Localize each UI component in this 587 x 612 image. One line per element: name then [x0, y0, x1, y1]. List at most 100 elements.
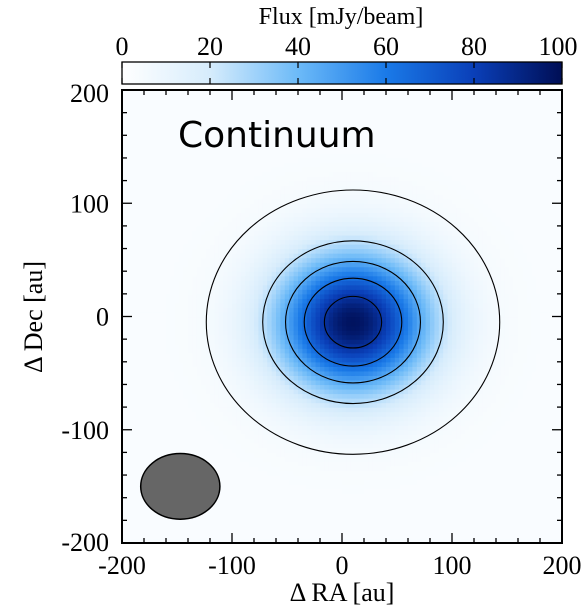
heatmap-cell: [284, 271, 290, 277]
heatmap-cell: [258, 511, 264, 517]
heatmap-cell: [223, 130, 229, 136]
heatmap-cell: [227, 370, 233, 376]
heatmap-cell: [324, 316, 330, 322]
heatmap-cell: [148, 207, 154, 213]
heatmap-cell: [245, 244, 251, 250]
heatmap-cell: [276, 411, 281, 417]
heatmap-cell: [223, 244, 229, 250]
heatmap-cell: [280, 171, 286, 177]
heatmap-cell: [245, 207, 251, 213]
heatmap-cell: [240, 434, 246, 440]
heatmap-cell: [205, 388, 211, 395]
heatmap-cell: [135, 248, 141, 254]
heatmap-cell: [157, 325, 163, 331]
heatmap-cell: [122, 293, 127, 299]
heatmap-cell: [139, 321, 145, 327]
heatmap-cell: [236, 198, 242, 204]
heatmap-cell: [157, 352, 163, 358]
heatmap-cell: [267, 225, 273, 232]
heatmap-cell: [196, 221, 202, 227]
heatmap-cell: [315, 167, 321, 173]
heatmap-cell: [337, 248, 343, 254]
heatmap-cell: [152, 339, 158, 345]
heatmap-cell: [170, 176, 176, 182]
heatmap-cell: [245, 375, 251, 381]
heatmap-cell: [311, 420, 317, 426]
heatmap-cell: [337, 407, 343, 413]
heatmap-cell: [262, 475, 268, 481]
heatmap-cell: [333, 343, 339, 349]
heatmap-cell: [161, 524, 167, 531]
heatmap-cell: [126, 162, 132, 168]
heatmap-cell: [201, 108, 207, 114]
heatmap-cell: [157, 388, 163, 395]
heatmap-cell: [157, 334, 163, 340]
heatmap-cell: [179, 284, 185, 290]
heatmap-cell: [306, 325, 312, 331]
heatmap-cell: [298, 244, 303, 250]
heatmap-cell: [276, 416, 281, 422]
heatmap-cell: [298, 425, 303, 431]
heatmap-cell: [201, 126, 207, 132]
heatmap-cell: [223, 194, 229, 200]
heatmap-cell: [306, 157, 312, 164]
heatmap-cell: [139, 221, 145, 227]
heatmap-cell: [271, 429, 277, 435]
heatmap-cell: [157, 343, 163, 349]
heatmap-cell: [170, 225, 176, 232]
heatmap-cell: [245, 520, 251, 526]
heatmap-cell: [311, 230, 317, 236]
heatmap-cell: [166, 370, 171, 376]
heatmap-cell: [280, 266, 286, 272]
heatmap-cell: [223, 452, 229, 458]
heatmap-cell: [126, 497, 132, 503]
heatmap-cell: [174, 325, 180, 331]
heatmap-cell: [152, 388, 158, 395]
heatmap-cell: [284, 316, 290, 322]
heatmap-cell: [135, 497, 141, 503]
heatmap-cell: [174, 298, 180, 304]
heatmap-cell: [254, 348, 259, 354]
heatmap-cell: [232, 357, 237, 363]
heatmap-cell: [245, 361, 251, 367]
heatmap-cell: [276, 167, 281, 173]
heatmap-cell: [148, 280, 154, 286]
heatmap-cell: [122, 126, 127, 132]
heatmap-cell: [258, 538, 264, 543]
heatmap-cell: [205, 198, 211, 204]
heatmap-cell: [152, 239, 158, 245]
heatmap-cell: [188, 121, 193, 127]
heatmap-cell: [262, 515, 268, 521]
heatmap-cell: [289, 117, 295, 123]
heatmap-cell: [161, 189, 167, 195]
heatmap-cell: [298, 321, 303, 327]
heatmap-cell: [254, 388, 259, 395]
heatmap-cell: [276, 434, 281, 440]
heatmap-cell: [306, 515, 312, 521]
heatmap-cell: [324, 493, 330, 499]
heatmap-cell: [240, 533, 246, 540]
heatmap-cell: [188, 108, 193, 114]
heatmap-cell: [192, 366, 198, 372]
heatmap-cell: [174, 153, 180, 159]
heatmap-cell: [271, 244, 277, 250]
heatmap-cell: [240, 239, 246, 245]
heatmap-cell: [289, 488, 295, 494]
heatmap-cell: [249, 407, 255, 413]
heatmap-cell: [214, 438, 220, 444]
heatmap-cell: [320, 447, 325, 453]
heatmap-cell: [161, 99, 167, 105]
heatmap-cell: [139, 520, 145, 526]
heatmap-cell: [328, 176, 334, 182]
heatmap-cell: [337, 438, 343, 444]
heatmap-cell: [188, 375, 193, 381]
heatmap-cell: [258, 311, 264, 318]
heatmap-cell: [130, 375, 136, 381]
heatmap-cell: [276, 484, 281, 490]
heatmap-cell: [144, 239, 149, 245]
heatmap-cell: [157, 298, 163, 304]
heatmap-cell: [148, 266, 154, 272]
heatmap-cell: [152, 515, 158, 521]
heatmap-cell: [289, 493, 295, 499]
heatmap-cell: [135, 221, 141, 227]
